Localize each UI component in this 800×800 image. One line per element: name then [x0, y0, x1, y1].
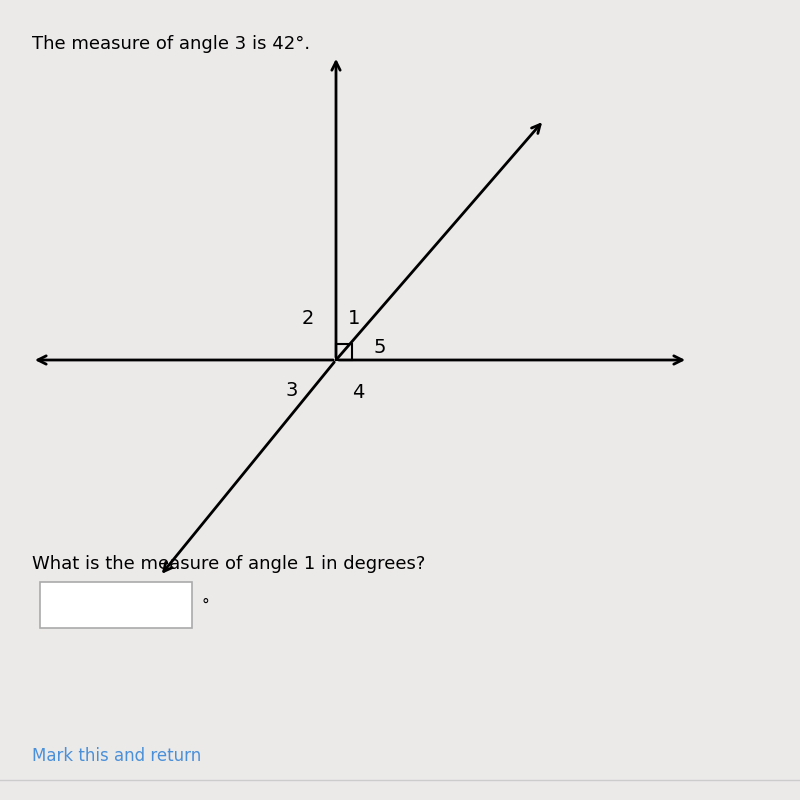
- Text: °: °: [202, 598, 210, 612]
- Text: The measure of angle 3 is 42°.: The measure of angle 3 is 42°.: [32, 35, 310, 53]
- Text: 3: 3: [286, 381, 298, 400]
- FancyBboxPatch shape: [40, 582, 192, 628]
- Text: Mark this and return: Mark this and return: [32, 747, 202, 765]
- Text: 4: 4: [352, 382, 365, 402]
- Text: 5: 5: [374, 338, 386, 357]
- Bar: [336, 344, 352, 360]
- Text: 1: 1: [347, 309, 360, 328]
- Text: 2: 2: [302, 309, 314, 328]
- Text: What is the measure of angle 1 in degrees?: What is the measure of angle 1 in degree…: [32, 555, 426, 573]
